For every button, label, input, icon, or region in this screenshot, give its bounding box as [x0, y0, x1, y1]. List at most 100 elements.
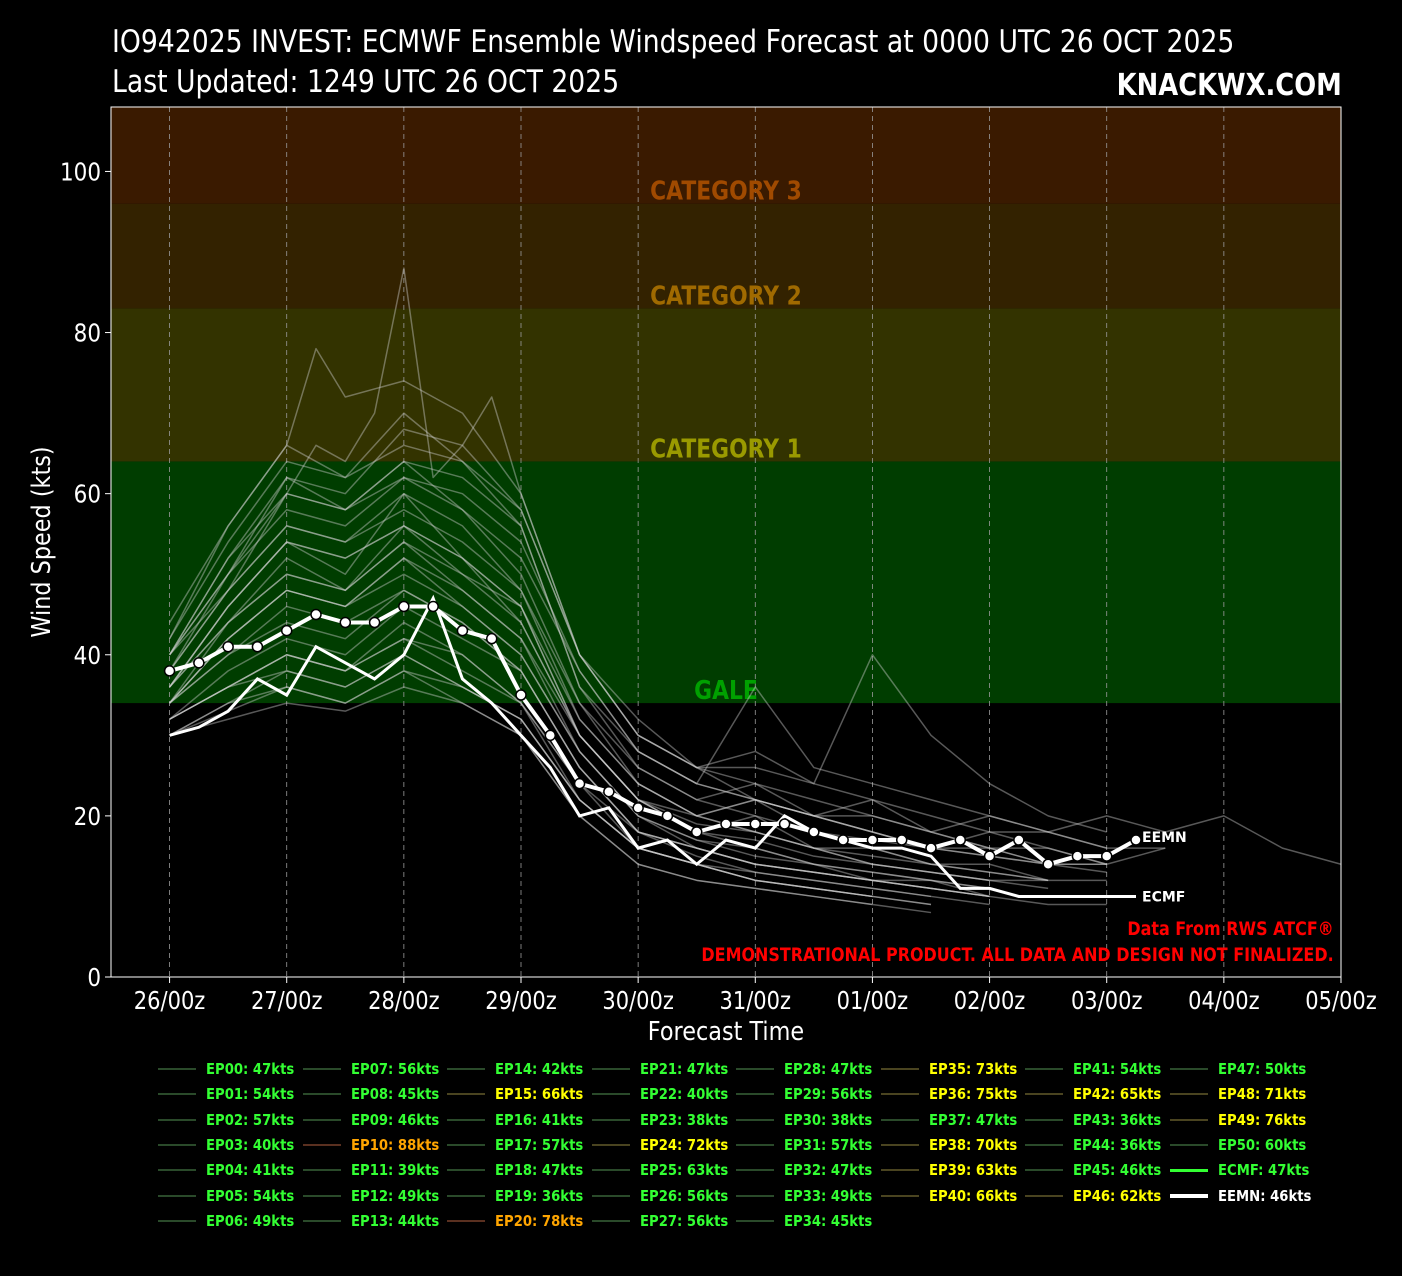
legend-swatch	[591, 1068, 630, 1070]
legend-label: EP11: 39kts	[350, 1161, 439, 1180]
legend-swatch	[1169, 1118, 1208, 1121]
band-category-2	[111, 203, 1341, 309]
legend-label: EP31: 57kts	[784, 1135, 873, 1154]
legend-item: EP07: 56kts	[302, 1058, 451, 1080]
eemn-point	[603, 785, 615, 798]
legend-swatch	[1025, 1194, 1063, 1197]
legend-swatch	[447, 1068, 485, 1070]
legend-item: EP43: 36kts	[1025, 1109, 1173, 1131]
legend-item: EP11: 39kts	[302, 1159, 451, 1181]
legend-swatch	[736, 1169, 774, 1172]
legend-swatch	[447, 1093, 485, 1096]
x-tick-label: 05/00z	[1305, 987, 1377, 1015]
legend-swatch	[1025, 1143, 1063, 1146]
legend-swatch	[302, 1068, 341, 1070]
legend-swatch	[880, 1194, 919, 1197]
legend-label: EEMN: 46kts	[1217, 1186, 1311, 1205]
legend-item: EP19: 36kts	[447, 1185, 595, 1207]
legend-label: EP17: 57kts	[495, 1135, 584, 1154]
legend-label: EP03: 40kts	[206, 1135, 295, 1154]
ensemble-member-line	[169, 637, 932, 898]
legend-swatch	[447, 1219, 485, 1222]
legend-label: EP32: 47kts	[784, 1161, 873, 1180]
eemn-point	[690, 826, 703, 838]
legend-swatch	[158, 1169, 196, 1172]
legend-swatch	[1169, 1068, 1208, 1070]
eemn-point	[193, 657, 205, 669]
legend-label: EP15: 66kts	[495, 1085, 584, 1104]
ensemble-member-line	[168, 509, 1049, 882]
ensemble-member-line	[169, 654, 873, 898]
eemn-point	[778, 818, 791, 830]
y-tick-label: 60	[74, 480, 101, 509]
eemn-point	[661, 810, 674, 822]
legend-swatch	[591, 1118, 630, 1121]
legend-item: EP35: 73kts	[880, 1058, 1029, 1080]
ensemble-member-line	[169, 621, 873, 898]
ecmf-line	[169, 594, 1136, 898]
legend-label: EP47: 50kts	[1217, 1060, 1306, 1078]
legend-item: EP39: 63kts	[880, 1159, 1029, 1181]
ensemble-member-line	[169, 541, 990, 882]
legend-item: EP14: 42kts	[447, 1058, 595, 1080]
legend-swatch	[158, 1143, 196, 1146]
legend-item: EP28: 47kts	[736, 1058, 884, 1080]
x-tick-label: 27/00z	[251, 987, 323, 1015]
ensemble-member-line	[168, 525, 1107, 906]
legend-label: EP12: 49kts	[350, 1186, 439, 1205]
ensemble-member-line	[169, 541, 1049, 882]
ensemble-member-line	[168, 460, 1107, 865]
legend-label: EP44: 36kts	[1073, 1135, 1162, 1154]
legend-label: EP01: 54kts	[206, 1085, 295, 1104]
y-tick-label: 40	[74, 641, 101, 670]
legend-item: EP16: 41kts	[447, 1109, 595, 1131]
legend-swatch	[158, 1068, 196, 1070]
eemn-point	[222, 640, 234, 653]
eemn-point	[427, 600, 439, 613]
eemn-point	[339, 616, 352, 629]
plot-frame	[110, 106, 1342, 978]
legend-label: EP16: 41kts	[495, 1110, 584, 1129]
eemn-point	[749, 818, 762, 830]
legend-item: EP21: 47kts	[591, 1058, 740, 1080]
eemn-line	[169, 604, 1137, 867]
legend-item: EP05: 54kts	[158, 1185, 306, 1207]
legend-label: EP22: 40kts	[639, 1085, 728, 1104]
ensemble-member-line	[169, 460, 1049, 890]
legend-swatch	[1025, 1093, 1063, 1096]
ensemble-member-line	[169, 605, 990, 898]
legend-swatch	[447, 1118, 485, 1121]
legend-swatch	[736, 1118, 774, 1121]
brand-logo-text[interactable]: KNACKWX.COM	[1116, 68, 1342, 103]
legend-label: EP08: 45kts	[350, 1085, 439, 1104]
legend-swatch	[1169, 1193, 1208, 1198]
legend-item: EP38: 70kts	[880, 1134, 1029, 1156]
legend-item: EP00: 47kts	[158, 1058, 306, 1080]
y-axis-label: Wind Speed (kts)	[25, 446, 56, 637]
eemn-point	[1042, 858, 1054, 870]
legend-swatch	[302, 1143, 341, 1146]
legend-label: EP09: 46kts	[350, 1110, 439, 1129]
legend-label: EP25: 63kts	[639, 1161, 728, 1180]
legend-swatch	[1169, 1093, 1208, 1096]
legend-label: EP37: 47kts	[928, 1110, 1017, 1129]
legend-swatch	[736, 1093, 774, 1096]
chart-subtitle: Last Updated: 1249 UTC 26 OCT 2025	[112, 64, 620, 100]
legend-label: EP20: 78kts	[495, 1211, 584, 1230]
ensemble-member-line	[169, 670, 932, 906]
eemn-point	[837, 834, 849, 846]
legend-label: EP35: 73kts	[928, 1060, 1017, 1078]
legend-label: EP19: 36kts	[495, 1186, 584, 1205]
legend-label: EP00: 47kts	[206, 1060, 295, 1078]
legend-label: EP04: 41kts	[206, 1161, 295, 1180]
legend-item: EP49: 76kts	[1169, 1109, 1318, 1131]
legend-label: EP43: 36kts	[1073, 1110, 1162, 1129]
legend-swatch	[591, 1093, 630, 1096]
eemn-point	[632, 802, 644, 814]
legend-item: EP37: 47kts	[880, 1109, 1029, 1131]
y-tick-label: 80	[74, 319, 101, 348]
legend-swatch	[447, 1169, 485, 1172]
disclaimer-note: DEMONSTRATIONAL PRODUCT. ALL DATA AND DE…	[701, 944, 1334, 966]
legend-label: EP39: 63kts	[928, 1161, 1017, 1180]
